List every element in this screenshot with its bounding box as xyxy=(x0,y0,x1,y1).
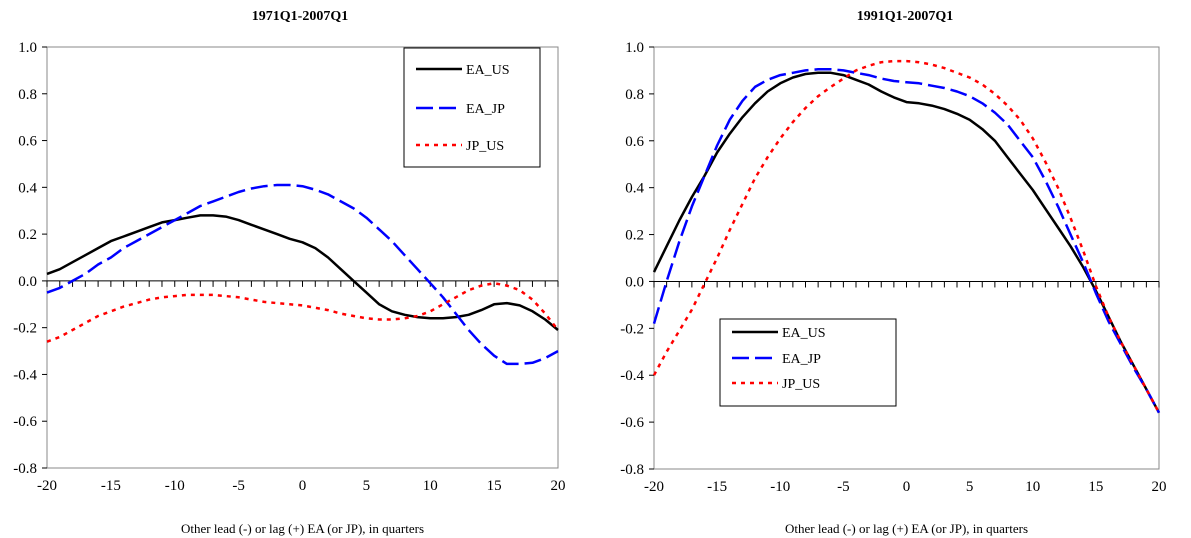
x-tick-label: -20 xyxy=(644,479,664,495)
y-tick-label: 0.2 xyxy=(625,228,644,244)
x-axis-label: Other lead (-) or lag (+) EA (or JP), in… xyxy=(181,521,424,536)
x-tick-label: -20 xyxy=(37,478,57,494)
series-line-ea_jp xyxy=(46,183,559,366)
legend: EA_US EA_JP JP_US xyxy=(403,47,541,168)
y-tick-label: -0.2 xyxy=(13,321,37,337)
y-tick-label: 0.4 xyxy=(18,180,37,196)
x-tick-label: 20 xyxy=(551,478,566,494)
series-line-ea_jp xyxy=(652,68,1161,414)
y-tick-label: -0.4 xyxy=(620,368,644,384)
series-line-ea_us xyxy=(652,71,1161,414)
y-tick-label: -0.6 xyxy=(620,415,644,431)
x-tick-label: 10 xyxy=(1025,479,1040,495)
y-tick-label: 0.2 xyxy=(18,227,37,243)
series-line-jp_us xyxy=(46,281,559,343)
series-line-ea_us xyxy=(46,214,559,331)
chart-title: 1971Q1-2007Q1 xyxy=(252,9,348,24)
x-tick-label: 15 xyxy=(487,478,502,494)
legend-label-ea_us: EA_US xyxy=(782,326,826,341)
x-axis-label: Other lead (-) or lag (+) EA (or JP), in… xyxy=(785,521,1028,536)
y-tick-label: -0.8 xyxy=(13,461,37,477)
x-tick-label: -15 xyxy=(101,478,121,494)
x-tick-label: 5 xyxy=(966,479,974,495)
y-tick-label: 0.6 xyxy=(18,134,37,150)
chart-2: 1991Q1-2007Q1 -0.8 -0.6 -0.4 -0.2 0.0 0.2 0.4 0.… xyxy=(620,9,1166,536)
chart-1: 1971Q1-2007Q1 -0.8 -0.6 -0.4 -0.2 0.0 0.2 0.4 0.… xyxy=(13,9,565,536)
series-line-jp_us xyxy=(652,59,1161,414)
x-tick-label: -5 xyxy=(232,478,245,494)
y-tick-label: 0.6 xyxy=(625,134,644,150)
y-tick-label: 0.8 xyxy=(625,87,644,103)
y-tick-label: 0.8 xyxy=(18,87,37,103)
x-tick-label: -10 xyxy=(165,478,185,494)
y-tick-label: 0.4 xyxy=(625,181,644,197)
x-tick-label: 0 xyxy=(903,479,911,495)
x-tick-label: 15 xyxy=(1088,479,1103,495)
y-tick-label: 0.0 xyxy=(625,274,644,290)
legend: EA_US EA_JP JP_US xyxy=(719,318,897,407)
x-tick-label: 5 xyxy=(363,478,371,494)
x-tick-label: -15 xyxy=(707,479,727,495)
x-tick-label: 0 xyxy=(299,478,307,494)
legend-box xyxy=(719,318,897,407)
plot-area-border xyxy=(46,46,559,469)
y-tick-label: -0.8 xyxy=(620,462,644,478)
legend-label-ea_jp: EA_JP xyxy=(782,352,821,367)
x-tick-label: -10 xyxy=(770,479,790,495)
x-tick-label: 20 xyxy=(1152,479,1167,495)
y-tick-label: -0.6 xyxy=(13,414,37,430)
y-tick-label: -0.4 xyxy=(13,367,37,383)
chart-title: 1991Q1-2007Q1 xyxy=(857,9,953,24)
legend-label-ea_us: EA_US xyxy=(466,63,510,78)
y-tick-label: 0.0 xyxy=(18,274,37,290)
plot-area-border xyxy=(653,46,1160,470)
legend-label-jp_us: JP_US xyxy=(782,377,820,392)
y-tick-label: 1.0 xyxy=(625,40,644,56)
x-tick-label: 10 xyxy=(423,478,438,494)
legend-label-ea_jp: EA_JP xyxy=(466,102,505,117)
x-tick-label: -5 xyxy=(837,479,850,495)
y-tick-label: -0.2 xyxy=(620,321,644,337)
legend-label-jp_us: JP_US xyxy=(466,139,504,154)
y-tick-label: 1.0 xyxy=(18,40,37,56)
